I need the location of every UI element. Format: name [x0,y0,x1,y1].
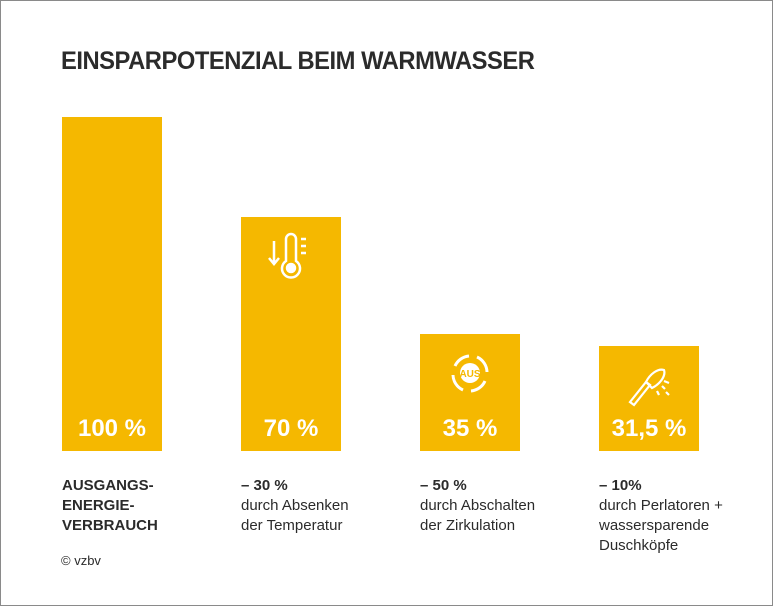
data-label: 70 % [263,414,319,442]
label-line: wassersparende [599,517,710,534]
category-label: – 10% durch Perlatoren + wassersparende Dus… [599,476,723,556]
bar: 31,5 % [599,345,699,451]
label-bold-line: – 10% [599,477,642,494]
bar: 70 % [241,217,341,451]
bar: 100 % [62,117,162,451]
bar: AUS 35 % [420,334,520,451]
label-bold-line: ENERGIE- [62,497,135,514]
label-line: durch Abschalten [420,497,536,514]
label-line: der Temperatur [241,517,343,534]
label-bold-line: – 50 % [420,477,467,494]
label-line: der Zirkulation [420,517,516,534]
data-label: 35 % [442,414,498,442]
label-bold-line: AUSGANGS- [62,477,154,494]
circulation-off-icon: AUS [445,348,495,398]
category-label: – 30 % durch Absenken der Temperatur [241,476,349,536]
label-bold-line: VERBRAUCH [62,517,158,534]
chart-title: EINSPARPOTENZIAL BEIM WARMWASSER [61,47,535,75]
data-label: 100 % [77,415,147,442]
thermometer-down-icon [266,231,316,281]
label-bold-line: – 30 % [241,477,288,494]
category-label: – 50 % durch Abschalten der Zirkulation [420,476,535,536]
shower-head-icon [624,360,674,410]
label-line: durch Perlatoren + [599,497,723,514]
label-line: durch Absenken [241,497,349,514]
category-label: AUSGANGS- ENERGIE- VERBRAUCH [62,476,158,536]
label-line: Duschköpfe [599,537,679,554]
svg-text:AUS: AUS [459,369,480,380]
source-credit: © vzbv [61,553,101,568]
data-label: 31,5 % [611,414,687,442]
